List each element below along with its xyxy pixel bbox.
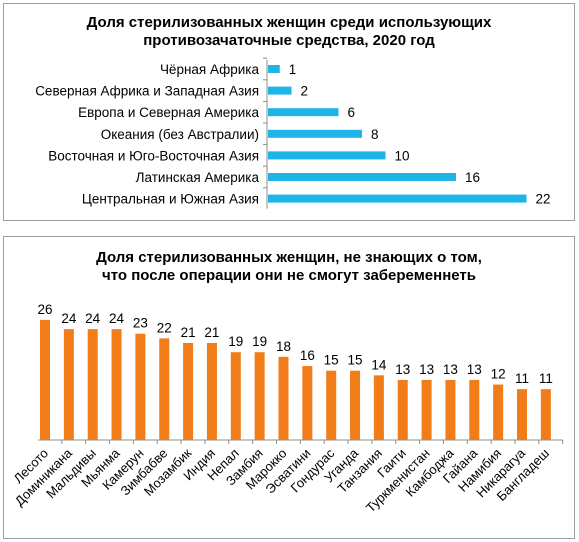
chart-title-countries: Доля стерилизованных женщин, не знающих … <box>4 249 574 285</box>
category-label-region-3: Европа и Северная Америка <box>78 105 259 120</box>
bar-country-3 <box>87 329 98 440</box>
value-label-region-3: 6 <box>348 105 356 120</box>
chart-panel-regions: Доля стерилизованных женщин среди исполь… <box>3 3 575 221</box>
category-label-region-5: Восточная и Юго-Восточная Азия <box>48 148 259 163</box>
value-label-region-5: 10 <box>395 148 410 163</box>
bar-region-6 <box>268 173 456 181</box>
value-label-country-18: 13 <box>443 362 458 377</box>
bar-region-7 <box>268 194 527 203</box>
category-label-region-7: Центральная и Южная Азия <box>82 192 259 207</box>
bar-region-2 <box>268 86 292 95</box>
bar-country-16 <box>397 379 408 440</box>
bar-region-1 <box>268 65 280 73</box>
bar-country-11 <box>278 356 289 440</box>
bar-country-5 <box>135 333 146 440</box>
category-label-region-4: Океания (без Австралии) <box>101 127 259 142</box>
bar-country-14 <box>350 370 361 440</box>
chart-title-countries-line-1: Доля стерилизованных женщин, не знающих … <box>96 249 482 266</box>
bar-country-1 <box>40 319 50 440</box>
chart-title-regions: Доля стерилизованных женщин среди исполь… <box>4 14 574 50</box>
value-label-country-21: 11 <box>515 371 529 386</box>
value-label-country-1: 26 <box>37 302 52 317</box>
bar-chart-countries: 26Лесото24Доминикана24Мальдивы24Мьянма23… <box>11 302 564 515</box>
bar-chart-regions: Чёрная Африка 1 Северная Африка и Западная… <box>35 57 551 209</box>
bar-country-13 <box>326 370 337 440</box>
value-label-region-6: 16 <box>465 170 480 185</box>
bar-country-18 <box>445 379 456 440</box>
value-label-region-4: 8 <box>371 127 379 142</box>
chart-title-regions-line-1: Доля стерилизованных женщин среди исполь… <box>86 14 492 31</box>
chart-title-countries-line-2: что после операции они не смогут заберем… <box>102 267 476 284</box>
bar-country-10 <box>254 352 265 440</box>
value-label-country-20: 12 <box>491 367 506 382</box>
value-label-country-10: 19 <box>252 334 267 349</box>
value-label-country-22: 11 <box>539 371 553 386</box>
bar-country-8 <box>206 342 217 440</box>
value-label-country-3: 24 <box>85 311 101 326</box>
value-label-country-13: 15 <box>324 353 339 368</box>
value-label-region-7: 22 <box>536 192 551 207</box>
value-label-country-14: 15 <box>348 353 363 368</box>
value-label-country-7: 21 <box>181 325 196 340</box>
bar-country-17 <box>421 379 432 440</box>
bar-region-5 <box>268 151 386 160</box>
value-label-country-12: 16 <box>300 348 315 363</box>
value-label-country-15: 14 <box>371 357 387 372</box>
value-label-country-6: 22 <box>157 320 172 335</box>
value-label-country-19: 13 <box>467 362 482 377</box>
bar-country-6 <box>159 338 170 440</box>
category-label-region-2: Северная Африка и Западная Азия <box>35 84 259 99</box>
bar-region-3 <box>268 108 339 117</box>
chart-panel-countries: Доля стерилизованных женщин, не знающих … <box>3 236 575 539</box>
bar-country-12 <box>302 366 313 440</box>
bar-country-9 <box>230 352 241 440</box>
value-label-country-2: 24 <box>61 311 77 326</box>
value-label-country-16: 13 <box>395 362 410 377</box>
value-label-country-5: 23 <box>133 316 148 331</box>
category-label-region-1: Чёрная Африка <box>160 62 260 77</box>
value-label-country-17: 13 <box>419 362 434 377</box>
value-label-country-11: 18 <box>276 339 291 354</box>
value-label-country-8: 21 <box>204 325 219 340</box>
bar-country-22 <box>540 389 551 440</box>
bar-country-7 <box>183 342 194 440</box>
bar-country-21 <box>517 389 527 440</box>
bar-country-4 <box>111 329 122 440</box>
bar-country-19 <box>469 379 480 440</box>
bar-country-20 <box>493 384 504 440</box>
value-label-country-9: 19 <box>228 334 243 349</box>
value-label-region-1: 1 <box>289 62 297 77</box>
bar-country-15 <box>373 375 384 440</box>
category-label-region-6: Латинская Америка <box>136 170 260 185</box>
chart-title-regions-line-2: противозачаточные средства, 2020 год <box>143 32 435 49</box>
value-label-region-2: 2 <box>301 84 309 99</box>
bar-region-4 <box>268 129 362 138</box>
value-label-country-4: 24 <box>109 311 125 326</box>
bar-country-2 <box>63 329 74 440</box>
